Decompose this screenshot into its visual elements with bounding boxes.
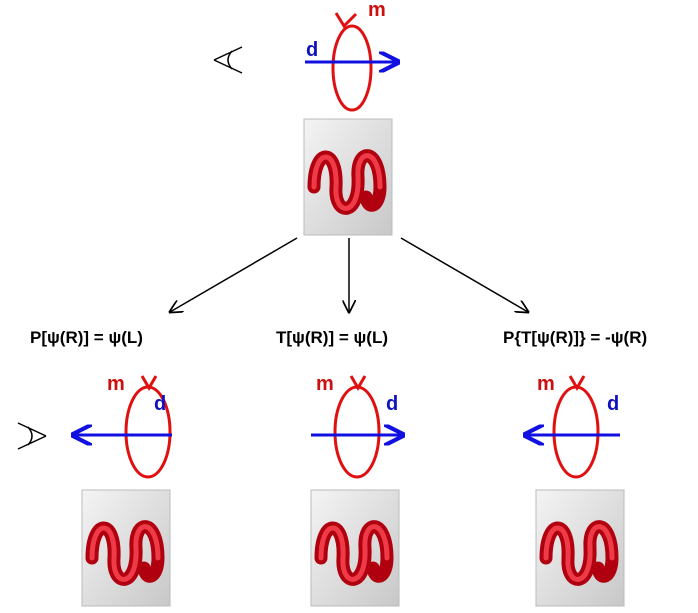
branch-arrow	[170, 238, 297, 312]
d-label: d	[306, 39, 318, 61]
d-label: d	[607, 393, 619, 415]
helix-image	[311, 490, 399, 606]
equation: P[ψ(R)] = ψ(L)	[30, 328, 143, 347]
d-label: d	[154, 393, 166, 415]
m-label: m	[537, 373, 555, 395]
equation: P{T[ψ(R)]} = -ψ(R)	[503, 328, 647, 347]
magnetic-loop	[333, 26, 371, 110]
eye-icon	[214, 47, 242, 73]
m-label: m	[107, 373, 125, 395]
helix-image	[304, 119, 392, 235]
m-label: m	[368, 0, 386, 21]
helix-image	[82, 490, 170, 606]
equation: T[ψ(R)] = ψ(L)	[276, 328, 388, 347]
loop-arrow	[336, 13, 356, 26]
d-label: d	[386, 393, 398, 415]
m-label: m	[316, 373, 334, 395]
diagram: m d P[ψ(R)] = ψ(L) T[ψ(R)] = ψ(L) P{T[ψ(…	[0, 0, 698, 613]
branch-arrow	[401, 238, 528, 312]
helix-image	[536, 490, 624, 606]
eye-icon	[18, 423, 46, 449]
magnetic-loop	[554, 387, 598, 477]
magnetic-loop	[335, 387, 379, 477]
